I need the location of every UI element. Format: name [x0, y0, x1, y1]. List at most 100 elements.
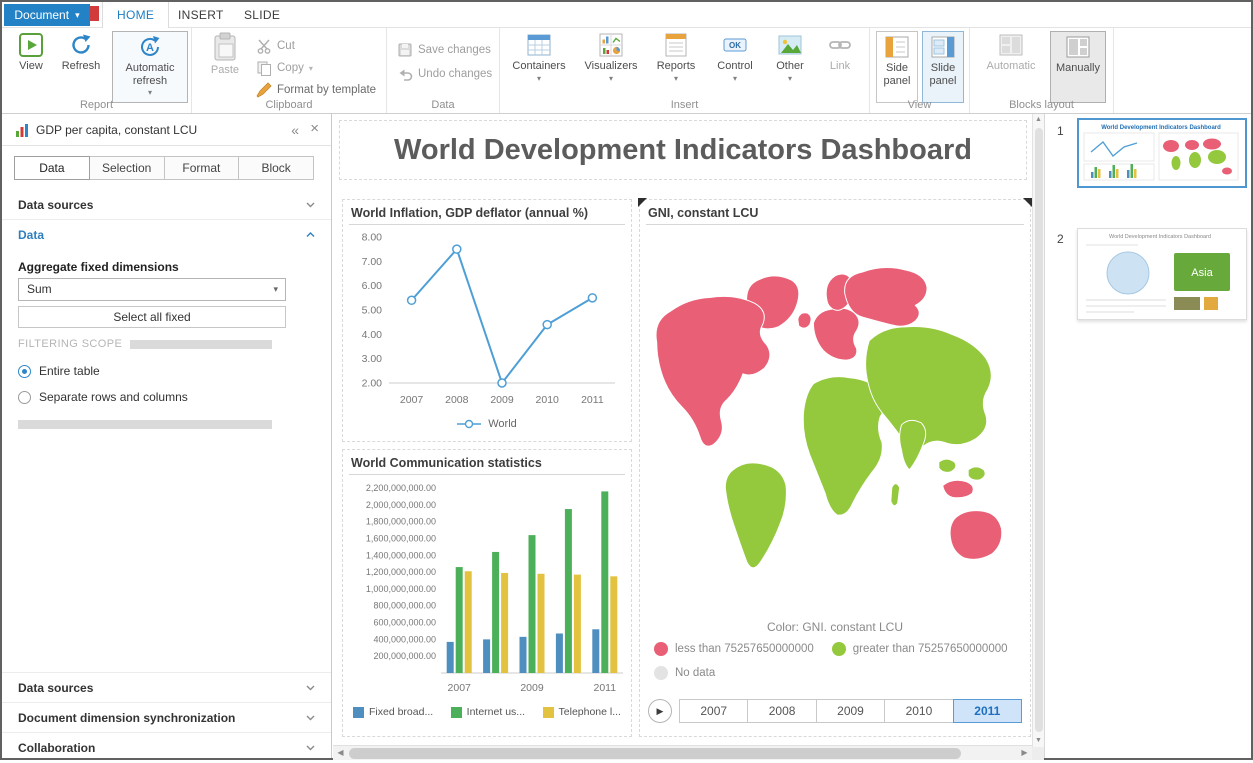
selection-handle-top-right[interactable]: [1023, 198, 1032, 207]
scrollbar-corner: [1032, 747, 1044, 760]
document-menu-button[interactable]: Document ▾: [4, 4, 90, 26]
side-panel-button[interactable]: Side panel: [876, 31, 918, 103]
group-label-view: View: [870, 99, 969, 111]
map-legend-row-1: less than 75257650000000greater than 752…: [654, 642, 1022, 656]
gni-map-title: GNI, constant LCU: [640, 200, 1030, 224]
line-series-icon: [457, 419, 481, 429]
sidebar-tab-block[interactable]: Block: [238, 156, 314, 180]
map-region-madagascar[interactable]: [891, 484, 900, 506]
manually-layout-button[interactable]: Manually: [1050, 31, 1106, 103]
slide-number: 1: [1057, 124, 1064, 138]
app-window: Document ▾ HOME INSERT SLIDE View Refres…: [0, 0, 1253, 760]
undo-changes-button[interactable]: Undo changes: [397, 64, 492, 84]
visualizers-button[interactable]: Visualizers ▾: [580, 32, 642, 83]
dashboard-title: World Development Indicators Dashboard: [340, 121, 1026, 179]
tab-slide[interactable]: SLIDE: [230, 2, 294, 28]
format-by-template-button[interactable]: Format by template: [256, 80, 376, 100]
slide-panel-button[interactable]: Slide panel: [922, 31, 964, 103]
gni-map-block[interactable]: GNI, constant LCU: [639, 199, 1031, 737]
section-document-dimension-sync[interactable]: Document dimension synchronization: [2, 702, 331, 732]
view-button[interactable]: View: [10, 32, 52, 73]
sidebar-tab-selection[interactable]: Selection: [89, 156, 165, 180]
section-data[interactable]: Data: [2, 220, 331, 250]
map-region-british-isles[interactable]: [798, 313, 811, 328]
scroll-up-icon[interactable]: ▲: [1033, 114, 1044, 126]
scroll-right-icon[interactable]: ▶: [1017, 746, 1032, 760]
timeline-year-2007[interactable]: 2007: [679, 699, 748, 723]
map-region-south-america[interactable]: [725, 463, 786, 568]
bar-legend-item: Telephone l...: [543, 706, 621, 718]
tab-home[interactable]: HOME: [102, 2, 169, 29]
svg-text:6.00: 6.00: [362, 280, 383, 292]
refresh-icon: [68, 32, 94, 58]
legend-dot-icon: [654, 642, 668, 656]
aggregate-function-select[interactable]: Sum ▾: [18, 278, 286, 301]
close-panel-icon[interactable]: ×: [310, 114, 319, 144]
legend-label: greater than 75257650000000: [853, 643, 1008, 655]
map-region-india[interactable]: [900, 420, 926, 470]
scroll-left-icon[interactable]: ◀: [333, 746, 348, 760]
sidebar-tab-data[interactable]: Data: [14, 156, 90, 180]
refresh-button[interactable]: Refresh: [56, 32, 106, 73]
timeline-year-2008[interactable]: 2008: [747, 699, 816, 723]
sidebar-tab-format[interactable]: Format: [164, 156, 240, 180]
timeline-year-2010[interactable]: 2010: [884, 699, 953, 723]
ribbon-group-data: Save changes Undo changes Data: [387, 28, 500, 113]
automatic-layout-icon: [998, 32, 1024, 58]
slide-thumbnail-1[interactable]: World Development Indicators Dashboard: [1077, 118, 1247, 188]
timeline-year-2009[interactable]: 2009: [816, 699, 885, 723]
inflation-line-chart: 8.007.006.005.004.003.002.00200720082009…: [347, 227, 627, 413]
divider-bar: [18, 420, 272, 429]
timeline-year-2011[interactable]: 2011: [953, 699, 1022, 723]
automatic-layout-button[interactable]: Automatic: [980, 32, 1042, 73]
map-region-southeast-asia[interactable]: [939, 459, 985, 480]
control-button[interactable]: OK Control ▾: [710, 32, 760, 83]
map-region-europe[interactable]: [813, 308, 859, 360]
selection-handle-top-left[interactable]: [638, 198, 647, 207]
copy-button[interactable]: Copy ▾: [256, 58, 313, 78]
radio-separate-rows-columns[interactable]: Separate rows and columns: [18, 390, 188, 404]
svg-text:OK: OK: [729, 41, 741, 50]
map-region-indonesia[interactable]: [943, 480, 974, 497]
map-region-north-america[interactable]: [656, 296, 770, 446]
svg-text:4.00: 4.00: [362, 329, 383, 341]
map-region-australia[interactable]: [950, 511, 1002, 560]
link-label: Link: [830, 60, 850, 73]
save-changes-button[interactable]: Save changes: [397, 40, 491, 60]
reports-button[interactable]: Reports ▾: [650, 32, 702, 83]
vertical-scrollbar[interactable]: ▲ ▼: [1032, 114, 1044, 747]
section-data-sources-bottom[interactable]: Data sources: [2, 672, 331, 702]
tab-insert[interactable]: INSERT: [164, 2, 238, 28]
horizontal-scrollbar-thumb[interactable]: [349, 748, 961, 759]
format-brush-icon: [256, 82, 272, 98]
paste-button[interactable]: Paste: [202, 32, 248, 77]
inflation-chart-block[interactable]: World Inflation, GDP deflator (annual %)…: [342, 199, 632, 442]
radio-entire-table[interactable]: Entire table: [18, 364, 100, 378]
other-button[interactable]: Other ▾: [768, 32, 812, 83]
sidebar-header: GDP per capita, constant LCU « ×: [2, 114, 331, 146]
chevron-down-icon: [306, 745, 315, 751]
play-button[interactable]: ▶: [648, 699, 672, 723]
scroll-down-icon[interactable]: ▼: [1033, 735, 1044, 747]
section-collaboration[interactable]: Collaboration: [2, 732, 331, 762]
horizontal-scrollbar[interactable]: ◀ ▶: [333, 745, 1032, 760]
legend-dot-icon: [832, 642, 846, 656]
chevron-down-icon: ▾: [609, 75, 613, 83]
radio-unselected-icon: [18, 391, 31, 404]
map-region-east-asia[interactable]: [866, 327, 992, 449]
collapse-panel-icon[interactable]: «: [291, 114, 299, 146]
svg-text:1,000,000,000.00: 1,000,000,000.00: [366, 584, 436, 594]
dashboard-title-block[interactable]: World Development Indicators Dashboard: [339, 120, 1027, 180]
slide-thumbnail-2[interactable]: World Development Indicators Dashboard A…: [1077, 228, 1247, 320]
section-data-sources-top[interactable]: Data sources: [2, 190, 331, 220]
control-icon: OK: [722, 32, 748, 58]
slide-2-preview: World Development Indicators Dashboard A…: [1078, 229, 1242, 317]
containers-button[interactable]: Containers ▾: [508, 32, 570, 83]
link-icon: [827, 32, 853, 58]
cut-button[interactable]: Cut: [256, 36, 295, 56]
communication-chart-block[interactable]: World Communication statistics 200,000,0…: [342, 449, 632, 737]
select-all-fixed-button[interactable]: Select all fixed: [18, 306, 286, 328]
link-button[interactable]: Link: [820, 32, 860, 73]
vertical-scrollbar-thumb[interactable]: [1035, 128, 1043, 732]
automatic-refresh-button[interactable]: A Automatic refresh ▾: [112, 31, 188, 103]
